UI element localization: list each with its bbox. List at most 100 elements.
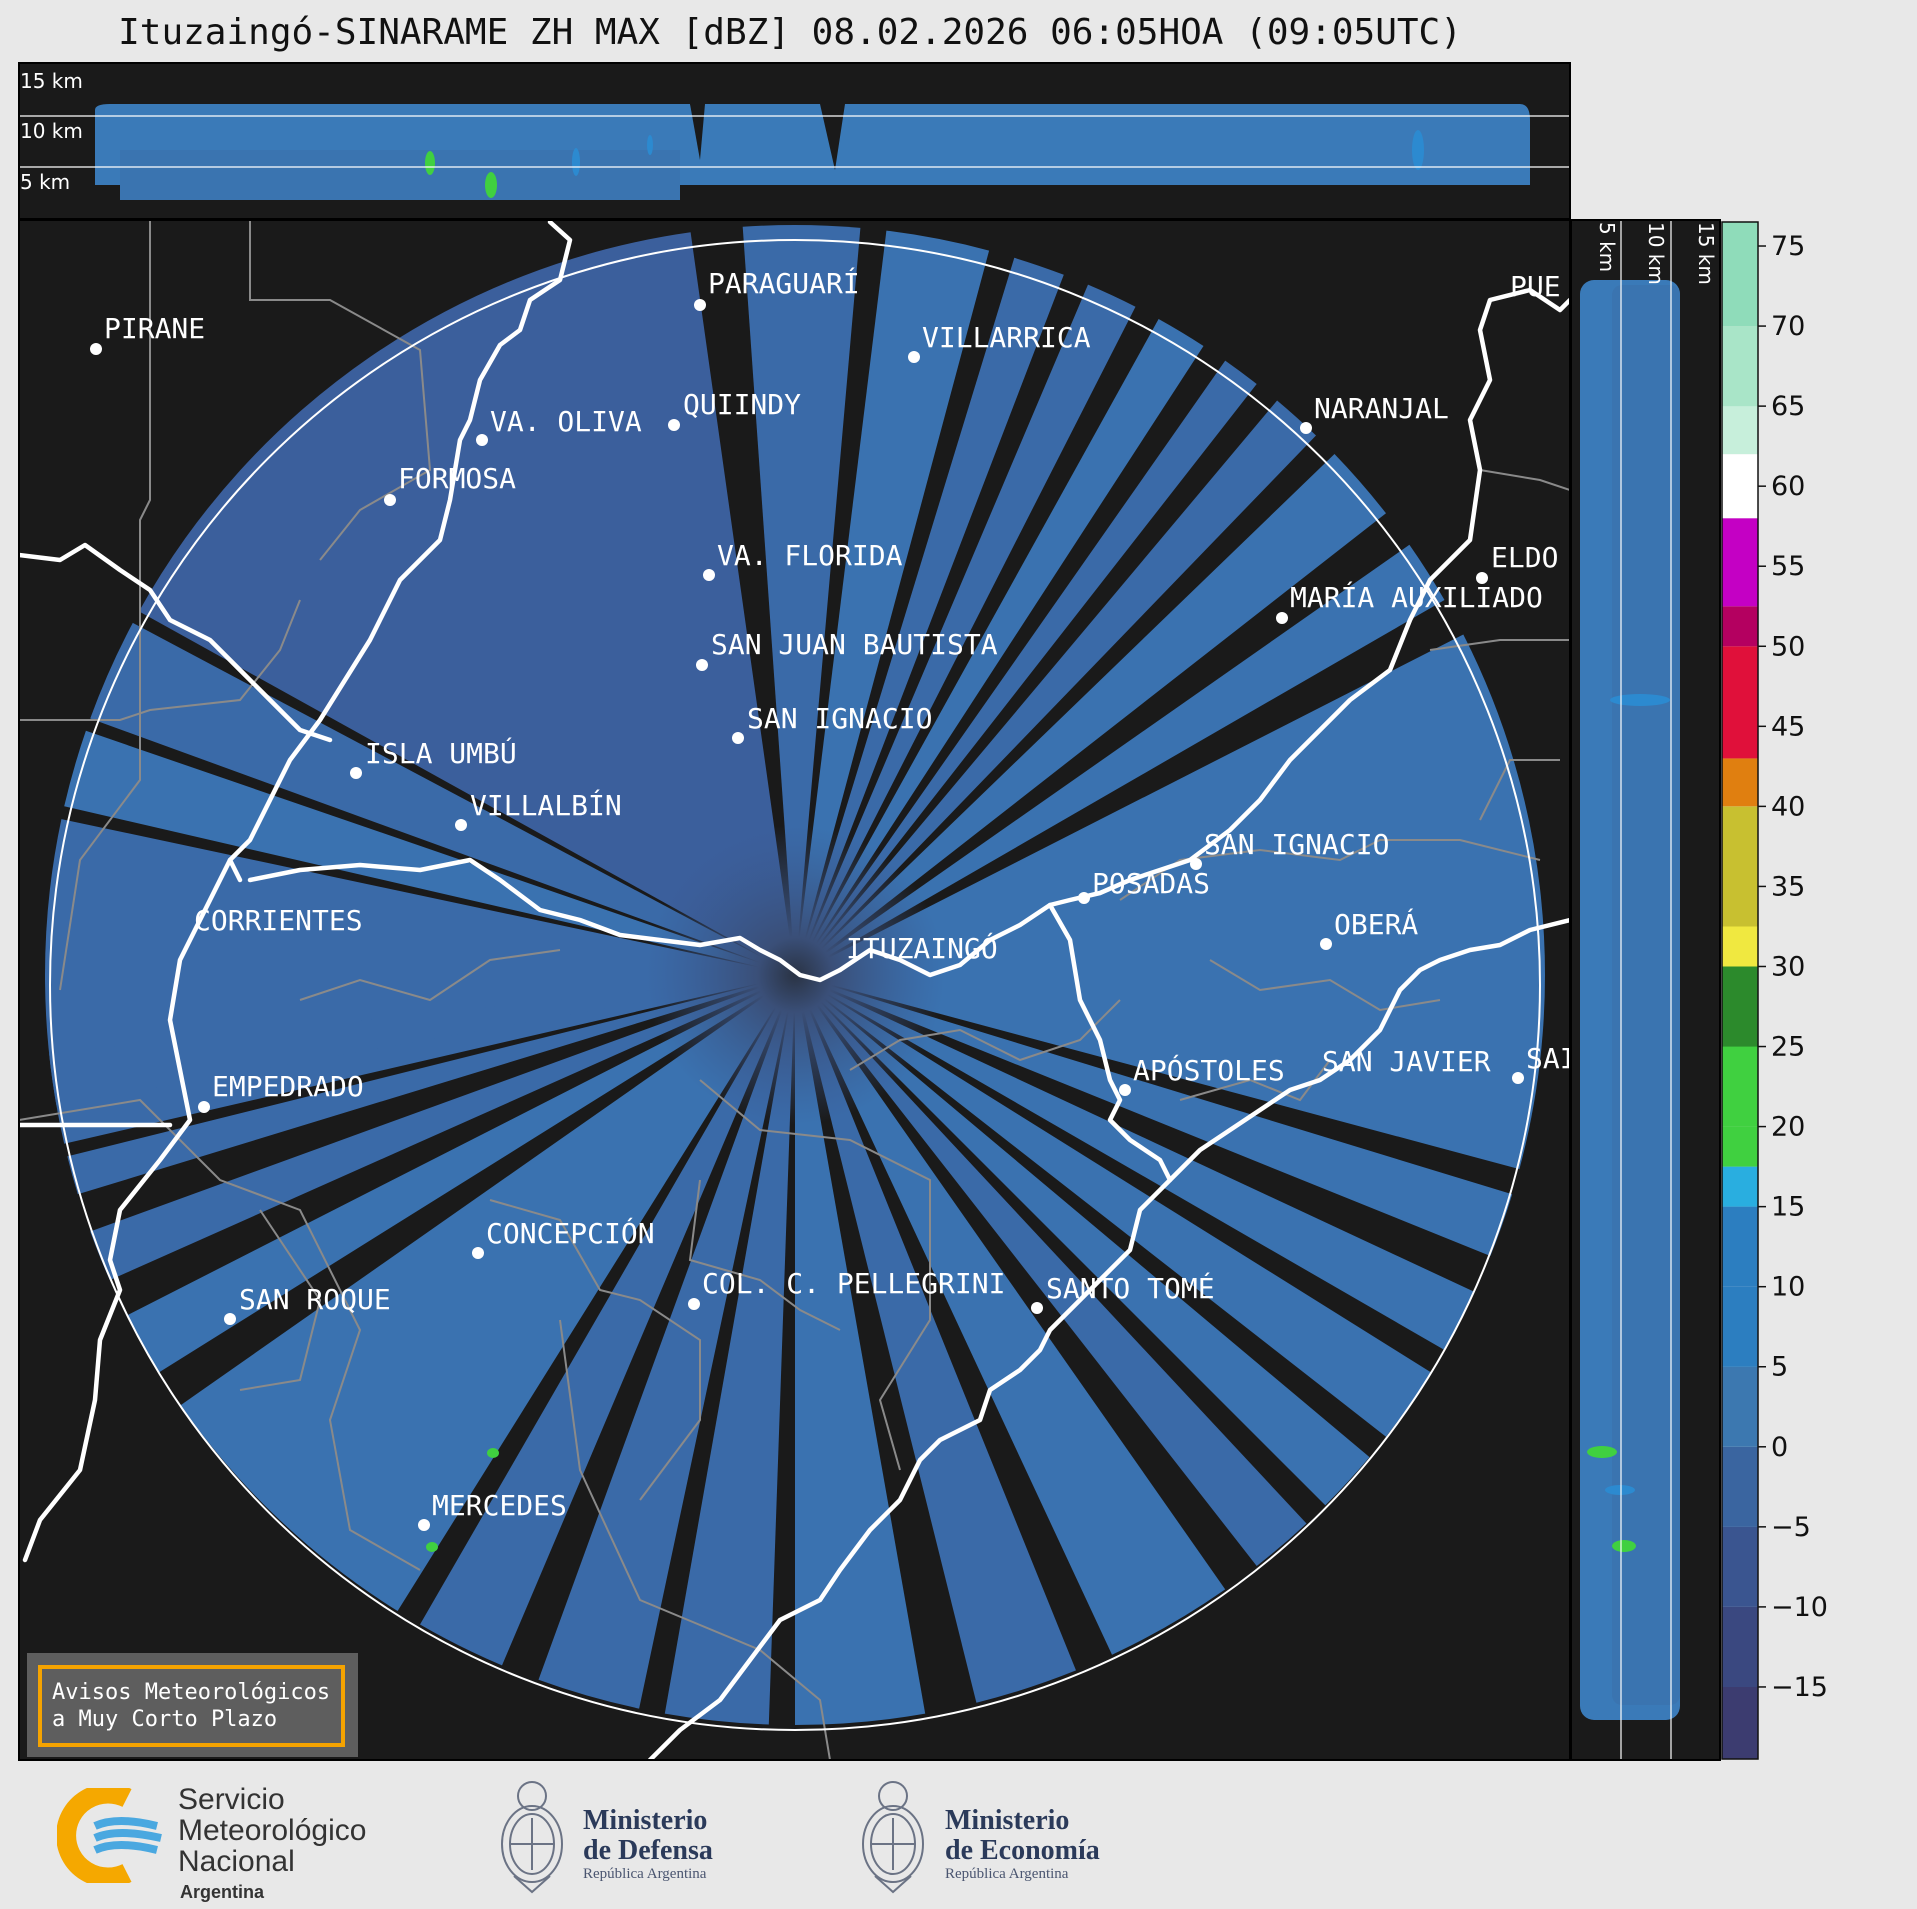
colorbar-tick-label: 20 [1771,1112,1805,1143]
town-label: VILLALBÍN [470,788,622,822]
echo-sector [795,634,1545,1170]
colorbar-tick-label: 65 [1771,391,1805,422]
echo-sector [139,232,795,976]
echo-sector [538,975,795,1709]
top-height-label: 15 km [20,69,83,93]
town-label: PIRANE [104,312,205,345]
echo-sector [795,975,1513,1256]
echo-sector [795,284,1136,976]
parana-river-east [837,287,1570,978]
radar-echo-sectors [45,225,1545,1725]
town-label: VA. OLIVA [490,405,642,438]
smn-logo-icon [57,1788,162,1883]
colorbar-segment [1722,1526,1758,1607]
colorbar-segment [1722,966,1758,1047]
top-height-label: 10 km [20,119,83,143]
echo-sector [795,257,1064,975]
town-label: ITUZAINGÓ [846,931,998,965]
town-label: CONCEPCIÓN [486,1216,655,1250]
echo-sector [64,730,795,975]
echo-sector [795,230,990,976]
town-label: SAN IGNACIO [1204,828,1389,861]
right-height-label: 5 km [1595,222,1619,272]
echo-sector [795,975,926,1725]
town-label: ISLA UMBÚ [365,736,517,770]
uruguay-river [647,917,1570,1760]
echo-sector [90,622,795,975]
colorbar-tick-label: −10 [1771,1592,1828,1623]
colorbar-segment [1722,1166,1758,1207]
warning-line-2: a Muy Corto Plazo [52,1707,278,1732]
top-frame [18,62,1571,220]
colorbar-segment [1722,646,1758,759]
echo-sector [742,225,861,975]
town-label: SAN IGNACIO [747,702,932,735]
colorbar-tick-label: −5 [1771,1512,1811,1543]
chart-title: Ituzaingó-SINARAME ZH MAX [dBZ] 08.02.20… [118,12,1462,53]
town-label: SAN ROQUE [239,1283,391,1316]
colorbar-segment [1722,606,1758,647]
colorbar-tick-label: 50 [1771,631,1805,662]
town-label: PUE [1510,270,1561,303]
economia-logo-text: Ministerio de Economía República Argenti… [945,1805,1100,1883]
ppi-panel: PIRANE PARAGUARÍ VILLARRICA QUIINDY VA. … [19,220,1577,1760]
colorbar-segment [1722,222,1758,327]
colorbar-tick-label: −15 [1771,1672,1828,1703]
echo-sector [795,975,1226,1655]
smn-logo-text: Servicio Meteorológico Nacional Argentin… [178,1783,367,1902]
colorbar-segment [1722,806,1758,927]
echo-sector [795,975,1475,1350]
colorbar-segment [1722,1126,1758,1167]
town-label: APÓSTOLES [1133,1053,1285,1087]
right-cross-section: 5 km 10 km 15 km [1571,220,1720,1760]
colorbar-tick-label: 30 [1771,952,1805,983]
aguapey-river [1047,902,1173,1183]
town-label: VILLARRICA [922,321,1091,354]
paraguay-river [227,220,573,883]
town-label: OBERÁ [1334,907,1418,941]
warning-line-1: Avisos Meteorológicos [52,1680,331,1705]
colorbar-segment [1722,1046,1758,1127]
town-label: SAI [1526,1042,1577,1075]
colorbar-tick-label: 70 [1771,311,1805,342]
colorbar-segment [1722,758,1758,807]
warning-badge: Avisos Meteorológicos a Muy Corto Plazo [27,1653,358,1757]
colorbar-tick-label: 75 [1771,231,1805,262]
echo-sector [795,975,1370,1506]
echo-sector [664,975,795,1725]
colorbar-tick-label: 40 [1771,791,1805,822]
admin-boundaries [19,220,1570,1760]
echo-sector [795,975,1076,1703]
town-label: SAN JUAN BAUTISTA [711,628,998,661]
colorbar-tick-label: 60 [1771,471,1805,502]
colorbar-tick-label: 55 [1771,551,1805,582]
defensa-logo-text: Ministerio de Defensa República Argentin… [583,1805,713,1883]
colorbar-tick-label: 35 [1771,871,1805,902]
colorbar-segment [1722,326,1758,407]
echo-sector [126,975,795,1373]
coat-of-arms-icon [862,1781,924,1894]
town-label: COL. C. PELLEGRINI [702,1267,1005,1300]
town-label: SAN JAVIER [1322,1045,1491,1078]
town-label: MERCEDES [432,1489,567,1522]
colorbar-segment [1722,454,1758,519]
colorbar-segment [1722,1206,1758,1287]
town-label: MARÍA AUXILIADO [1290,580,1543,614]
colorbar-segment [1722,1366,1758,1447]
colorbar-segment [1722,518,1758,607]
parana-river-south [22,857,233,1563]
town-label: EMPEDRADO [212,1070,364,1103]
echo-cell [426,1542,438,1552]
echo-sector [49,975,796,1106]
colorbar-tick-label: 25 [1771,1032,1805,1063]
echo-cell [487,1448,499,1458]
colorbar-segment [1722,1606,1758,1687]
right-height-label: 15 km [1694,222,1718,285]
echo-sector [795,544,1445,975]
echo-sector [420,975,795,1666]
town-labels: PIRANE PARAGUARÍ VILLARRICA QUIINDY VA. … [104,266,1577,1522]
radar-center-clutter [645,825,945,1125]
